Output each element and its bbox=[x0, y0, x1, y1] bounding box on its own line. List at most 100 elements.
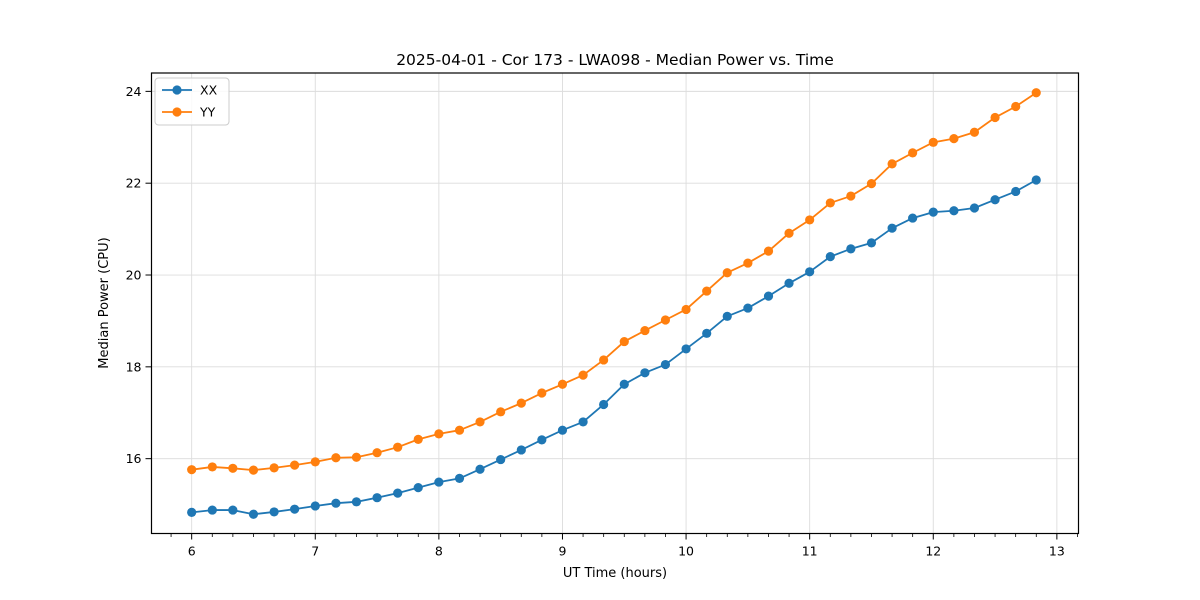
data-point-yy bbox=[949, 134, 959, 144]
data-point-yy bbox=[475, 417, 485, 427]
data-point-yy bbox=[454, 425, 465, 435]
chart-title: 2025-04-01 - Cor 173 - LWA098 - Median P… bbox=[396, 51, 834, 69]
legend-marker-xx bbox=[172, 85, 182, 95]
data-point-yy bbox=[866, 179, 877, 189]
data-point-yy bbox=[990, 112, 1000, 123]
y-axis-label: Median Power (CPU) bbox=[97, 237, 112, 368]
data-point-yy bbox=[825, 198, 835, 208]
data-point-xx bbox=[434, 477, 444, 487]
data-point-xx bbox=[207, 505, 217, 515]
x-axis-label: UT Time (hours) bbox=[563, 566, 667, 581]
data-point-xx bbox=[619, 379, 629, 389]
data-point-xx bbox=[454, 473, 465, 484]
data-point-xx bbox=[290, 504, 300, 514]
data-point-yy bbox=[660, 315, 671, 325]
data-point-yy bbox=[846, 191, 856, 201]
data-point-yy bbox=[763, 246, 774, 256]
plot-frame bbox=[150, 72, 1080, 535]
data-point-yy bbox=[413, 434, 423, 444]
y-tick-label: 16 bbox=[126, 451, 142, 466]
data-series bbox=[187, 88, 1041, 519]
y-tick-label: 18 bbox=[126, 359, 142, 374]
data-point-xx bbox=[187, 507, 197, 517]
data-point-xx bbox=[887, 223, 897, 233]
data-point-yy bbox=[928, 137, 938, 147]
data-point-yy bbox=[331, 453, 341, 463]
data-point-yy bbox=[207, 462, 217, 472]
data-point-xx bbox=[269, 507, 279, 517]
x-tick-label: 11 bbox=[802, 544, 818, 559]
data-point-yy bbox=[619, 336, 629, 347]
series-line-yy bbox=[191, 91, 1037, 472]
data-point-yy bbox=[187, 465, 197, 475]
data-point-xx bbox=[805, 267, 815, 277]
data-point-xx bbox=[413, 482, 423, 493]
data-point-yy bbox=[887, 159, 897, 169]
data-point-xx bbox=[866, 238, 877, 248]
data-point-yy bbox=[599, 355, 609, 365]
data-point-xx bbox=[1011, 186, 1021, 197]
x-tick-label: 7 bbox=[311, 544, 319, 559]
data-point-xx bbox=[393, 488, 403, 498]
data-point-yy bbox=[537, 388, 547, 398]
legend: XX YY bbox=[154, 77, 230, 126]
data-point-xx bbox=[908, 213, 918, 223]
data-point-yy bbox=[1011, 101, 1021, 112]
data-point-yy bbox=[351, 452, 362, 462]
data-point-xx bbox=[763, 291, 774, 301]
x-tick-label: 6 bbox=[188, 544, 196, 559]
data-point-yy bbox=[702, 286, 712, 296]
x-tick-label: 12 bbox=[925, 544, 941, 559]
data-point-xx bbox=[784, 278, 794, 288]
data-point-xx bbox=[331, 498, 341, 508]
data-point-yy bbox=[228, 463, 238, 473]
data-point-xx bbox=[578, 417, 588, 427]
data-point-xx bbox=[640, 368, 650, 378]
data-point-xx bbox=[660, 359, 671, 370]
data-point-xx bbox=[743, 303, 753, 313]
data-point-yy bbox=[1031, 88, 1041, 98]
y-tick-label: 20 bbox=[126, 268, 142, 283]
data-point-yy bbox=[805, 215, 815, 225]
data-point-yy bbox=[248, 465, 259, 475]
legend-box bbox=[154, 77, 230, 126]
data-point-xx bbox=[846, 244, 856, 254]
data-point-yy bbox=[393, 442, 403, 452]
axes-spines bbox=[150, 72, 1080, 535]
data-point-yy bbox=[784, 228, 794, 238]
data-point-xx bbox=[599, 399, 609, 410]
data-point-yy bbox=[269, 463, 279, 473]
x-tick-label: 8 bbox=[435, 544, 443, 559]
data-point-xx bbox=[228, 505, 238, 515]
y-tick-label: 22 bbox=[126, 176, 142, 191]
data-point-xx bbox=[702, 328, 712, 338]
data-point-xx bbox=[722, 311, 732, 321]
data-point-yy bbox=[969, 127, 980, 137]
data-point-xx bbox=[990, 195, 1000, 205]
data-point-yy bbox=[743, 258, 753, 268]
legend-label-yy: YY bbox=[199, 105, 216, 120]
data-point-xx bbox=[496, 454, 506, 465]
data-point-yy bbox=[908, 148, 918, 158]
data-point-xx bbox=[681, 344, 691, 354]
data-point-xx bbox=[516, 445, 526, 455]
data-point-xx bbox=[310, 501, 320, 511]
data-point-xx bbox=[557, 425, 568, 435]
data-point-yy bbox=[722, 268, 732, 278]
y-tick-label: 24 bbox=[126, 84, 142, 99]
data-point-yy bbox=[578, 370, 588, 380]
data-point-xx bbox=[1031, 175, 1041, 185]
axis-ticks: 6 7 8 9 10 11 12 13 16 18 20 22 24 bbox=[126, 84, 1078, 559]
data-point-xx bbox=[248, 509, 259, 519]
data-point-xx bbox=[537, 435, 547, 445]
data-point-xx bbox=[351, 497, 362, 507]
data-point-yy bbox=[372, 448, 382, 458]
grid-lines bbox=[151, 73, 1079, 534]
data-point-xx bbox=[969, 203, 980, 213]
data-point-xx bbox=[928, 207, 938, 217]
data-point-yy bbox=[290, 460, 300, 470]
x-tick-label: 10 bbox=[678, 544, 694, 559]
data-point-xx bbox=[825, 252, 835, 262]
